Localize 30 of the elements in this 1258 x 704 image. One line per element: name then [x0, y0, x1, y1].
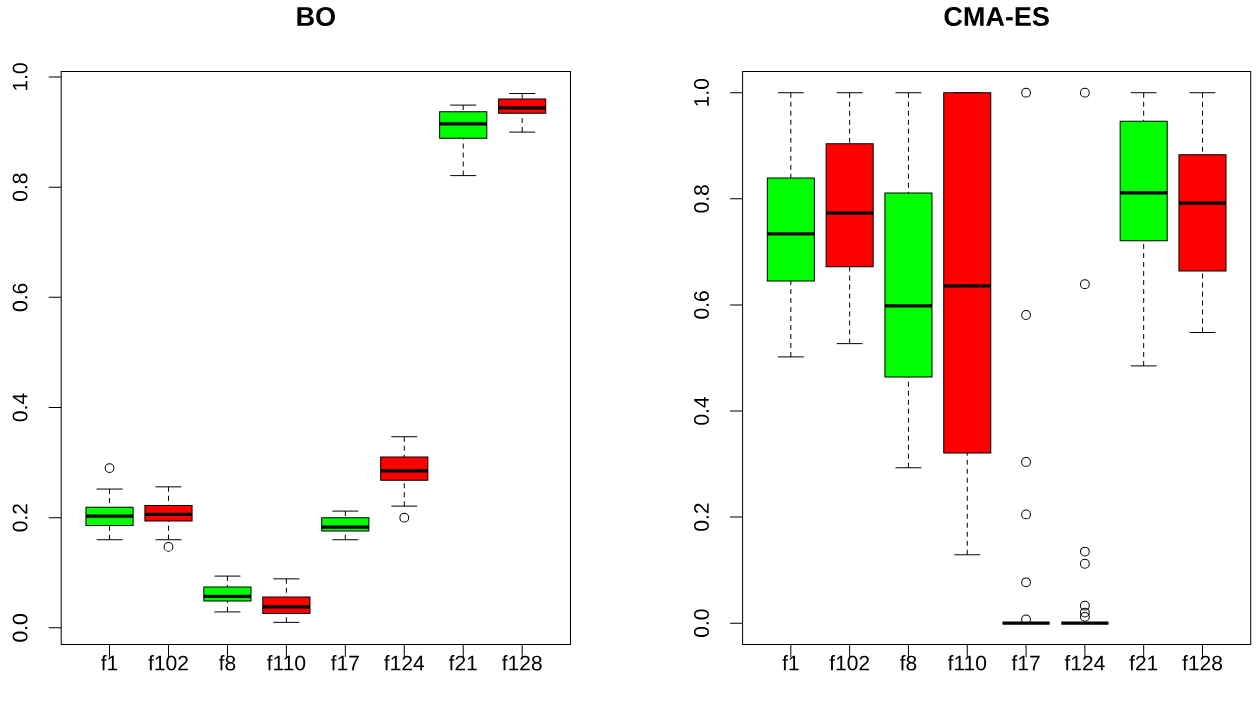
x-tick-label: f21	[448, 655, 477, 671]
x-tick-label: f1	[782, 655, 799, 671]
y-tick-label: 0.0	[12, 614, 28, 642]
x-tick-label: f8	[218, 655, 236, 671]
y-tick-label: 1.0	[12, 63, 28, 90]
y-tick-label: 0.8	[12, 173, 28, 201]
x-tick-label: f8	[899, 655, 917, 671]
y-tick-label: 0.6	[12, 283, 28, 312]
x-tick-label: f102	[148, 655, 188, 671]
y-tick-label: 0.2	[694, 503, 709, 531]
x-tick-label: f21	[1129, 655, 1158, 671]
chart-title: CMA-ES	[944, 6, 1049, 27]
chart-title: BO	[297, 6, 335, 27]
y-tick-label: 0.0	[694, 609, 709, 637]
x-tick-label: f128	[502, 655, 542, 671]
y-tick-label: 0.4	[694, 397, 709, 425]
y-tick-label: 0.8	[694, 185, 709, 213]
x-tick-label: f110	[267, 655, 306, 671]
x-tick-label: f128	[1182, 655, 1222, 671]
x-tick-label: f102	[829, 655, 870, 671]
x-tick-label: f124	[384, 655, 425, 671]
x-tick-label: f17	[331, 655, 359, 671]
x-tick-label: f17	[1011, 655, 1040, 671]
y-tick-label: 0.6	[694, 291, 709, 319]
x-tick-label: f110	[947, 655, 987, 671]
y-tick-label: 0.2	[12, 504, 28, 532]
x-tick-label: f124	[1064, 655, 1105, 671]
y-tick-label: 0.4	[12, 393, 28, 422]
y-tick-label: 1.0	[694, 78, 709, 106]
x-tick-label: f1	[101, 655, 118, 671]
